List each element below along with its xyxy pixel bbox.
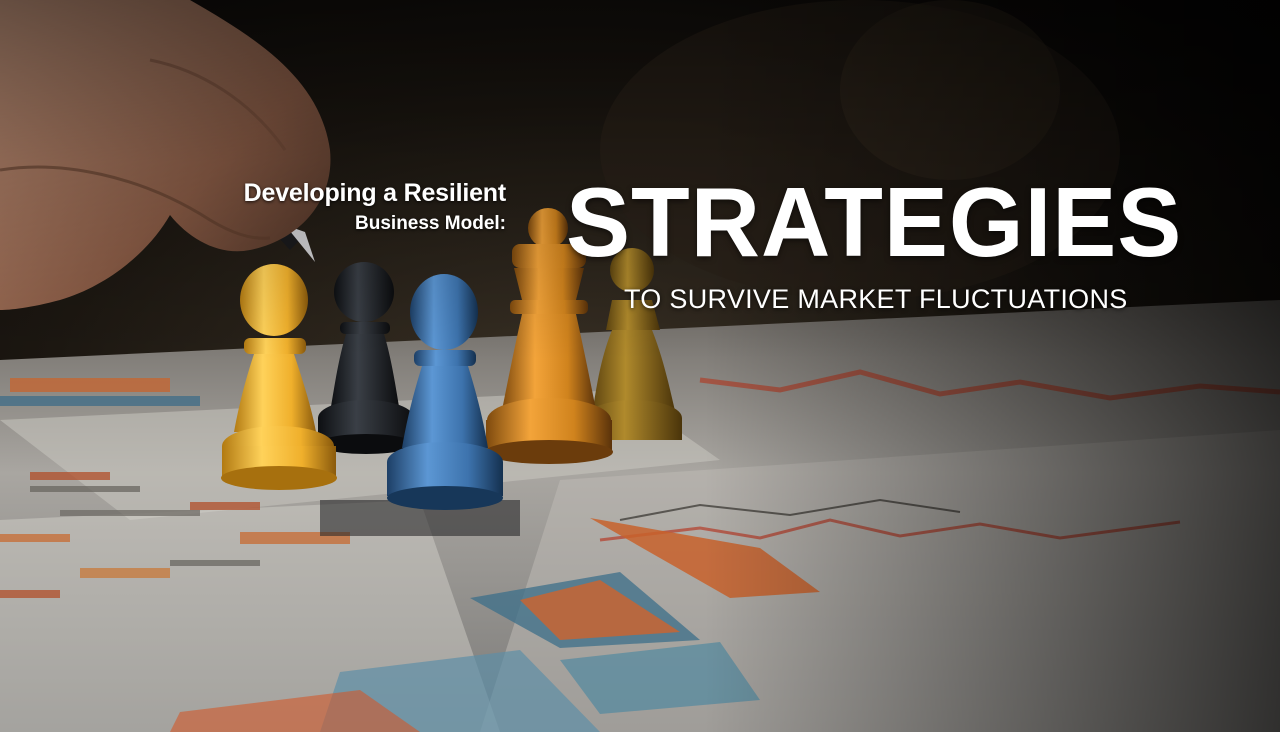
- headline: STRATEGIES: [566, 167, 1183, 277]
- kicker-line-2: Business Model:: [355, 213, 506, 234]
- subheadline: TO SURVIVE MARKET FLUCTUATIONS: [624, 284, 1128, 314]
- kicker-line-1: Developing a Resilient: [243, 179, 507, 207]
